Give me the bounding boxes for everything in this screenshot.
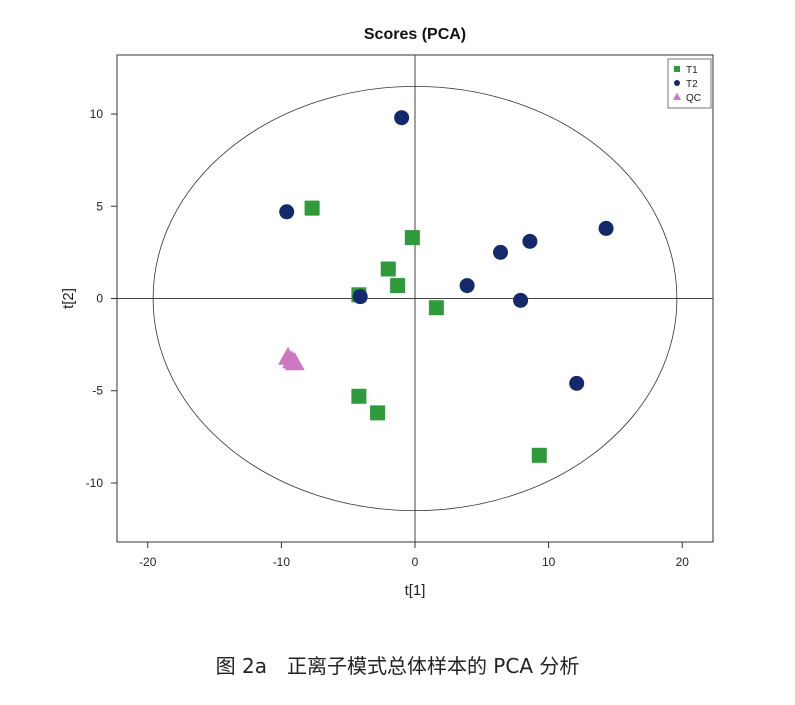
- y-tick-label: -10: [86, 476, 104, 490]
- t2-data-point: [598, 220, 614, 236]
- t1-data-point: [428, 300, 444, 316]
- t2-data-point: [513, 292, 529, 308]
- t1-data-point: [304, 200, 320, 216]
- pca-scores-chart: Scores (PCA) -20 -10 0 10 20 -10 -5 0 5 10 t[1] t[2]…: [60, 26, 714, 599]
- y-axis-label: t[2]: [60, 288, 77, 309]
- t2-data-point: [493, 244, 509, 260]
- chart-svg: Scores (PCA) -20 -10 0 10 20 -10 -5 0 5 10 t[1] t[2]…: [60, 26, 714, 599]
- t2-data-point: [569, 375, 585, 391]
- chart-title: Scores (PCA): [364, 26, 466, 43]
- y-tick-label: 10: [90, 107, 104, 121]
- t2-data-point: [459, 278, 475, 294]
- t1-data-point: [390, 278, 406, 294]
- legend-label-qc: QC: [686, 93, 701, 104]
- t1-data-point: [370, 405, 386, 421]
- confidence-ellipse: [152, 85, 678, 512]
- figure-caption: 图 2a 正离子模式总体样本的 PCA 分析: [215, 654, 580, 678]
- x-axis-label: t[1]: [405, 582, 426, 599]
- t1-data-point: [404, 230, 420, 246]
- t1-data-point: [380, 261, 396, 277]
- legend-label-t1: T1: [686, 65, 698, 76]
- t1-data-point: [531, 447, 547, 463]
- t2-data-point: [394, 110, 410, 126]
- x-tick-label: 0: [412, 555, 419, 569]
- t2-data-point: [522, 233, 538, 249]
- x-tick-label: -20: [139, 555, 157, 569]
- y-tick-label: -5: [92, 384, 103, 398]
- legend-marker-qc: [673, 92, 681, 100]
- t1-data-point: [351, 388, 367, 404]
- qc-data-point: [284, 352, 305, 371]
- legend-marker-t2: [674, 80, 680, 86]
- t2-data-point: [352, 289, 368, 305]
- y-tick-label: 0: [96, 292, 103, 306]
- x-tick-label: 20: [676, 555, 690, 569]
- x-tick-label: -10: [273, 555, 291, 569]
- x-tick-label: 10: [542, 555, 556, 569]
- y-tick-label: 5: [96, 199, 103, 213]
- legend-label-t2: T2: [686, 79, 698, 90]
- legend-marker-t1: [674, 66, 680, 72]
- t2-data-point: [279, 204, 295, 220]
